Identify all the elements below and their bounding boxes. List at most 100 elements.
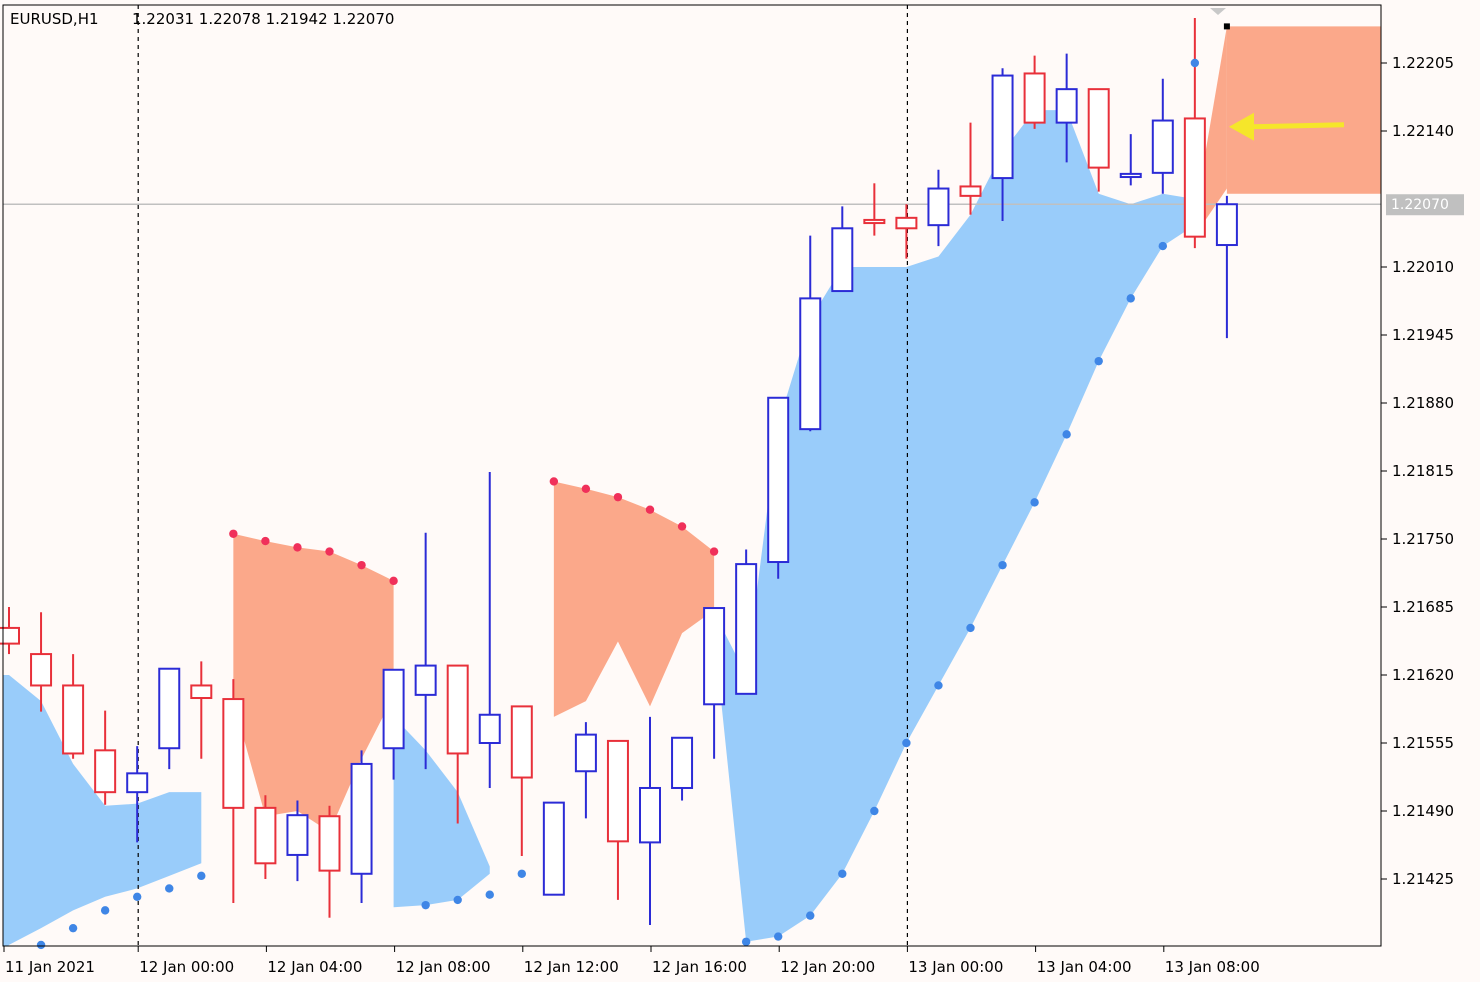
salmon-band-1 bbox=[553, 481, 715, 717]
blue-dot-12 bbox=[806, 911, 815, 920]
candle-body-35 bbox=[1119, 172, 1142, 179]
candle-body-19 bbox=[606, 739, 629, 843]
candle-body-11 bbox=[350, 762, 373, 875]
projection-box bbox=[1226, 26, 1381, 194]
candle-4 bbox=[126, 746, 149, 843]
candle-body-5 bbox=[158, 667, 181, 750]
candle-15 bbox=[478, 472, 501, 788]
candle-body-1 bbox=[30, 653, 53, 687]
candle-body-26 bbox=[831, 227, 854, 293]
x-tick-label-3: 12 Jan 08:00 bbox=[396, 958, 491, 976]
candle-33 bbox=[1055, 53, 1078, 163]
chart-ohlc: 1.22031 1.22078 1.21942 1.22070 bbox=[132, 10, 394, 28]
candle-body-32 bbox=[1023, 72, 1046, 124]
candle-16 bbox=[510, 705, 533, 856]
blue-band-edge bbox=[3, 675, 9, 946]
candle-18 bbox=[574, 722, 597, 819]
price-axis[interactable]: 1.22205 1.22140 1.22010 1.21945 1.21880 1.218… bbox=[1381, 54, 1464, 888]
blue-dot-17 bbox=[966, 623, 975, 633]
blue-dot-10 bbox=[741, 937, 751, 946]
y-tick-label-11: 1.21425 bbox=[1392, 870, 1454, 888]
blue-dot-20 bbox=[1062, 430, 1071, 439]
candle-17 bbox=[542, 801, 565, 896]
y-tick-label-0: 1.22205 bbox=[1392, 54, 1454, 72]
candle-35 bbox=[1119, 134, 1142, 186]
candle-body-8 bbox=[254, 806, 277, 865]
blue-dot-18 bbox=[998, 560, 1007, 570]
candles-layer bbox=[0, 18, 1238, 926]
candle-body-20 bbox=[639, 786, 661, 844]
candle-body-17 bbox=[542, 801, 565, 896]
blue-dot-5 bbox=[197, 871, 206, 881]
current-price-label-bg bbox=[1386, 194, 1464, 216]
candle-22 bbox=[703, 607, 726, 759]
candle-body-24 bbox=[767, 396, 790, 564]
candle-13 bbox=[414, 532, 437, 770]
blue-dot-7 bbox=[453, 895, 462, 905]
arrow-head bbox=[1229, 112, 1254, 141]
blue-dot-19 bbox=[1030, 498, 1039, 507]
blue-dot-2 bbox=[100, 906, 110, 915]
candle-14 bbox=[446, 664, 469, 824]
marker-square bbox=[1223, 23, 1230, 30]
current-price-label: 1.22070 bbox=[1391, 197, 1449, 213]
x-tick-label-4: 12 Jan 12:00 bbox=[524, 958, 619, 976]
blue-dot-22 bbox=[1126, 294, 1135, 303]
x-tick-label-9: 13 Jan 08:00 bbox=[1165, 958, 1260, 976]
candle-body-4 bbox=[126, 772, 149, 794]
blue-band-0 bbox=[9, 675, 202, 945]
candle-body-16 bbox=[510, 705, 533, 779]
candle-body-25 bbox=[799, 297, 822, 431]
candle-body-29 bbox=[927, 187, 950, 227]
blue-dot-4 bbox=[165, 884, 174, 893]
red-dot-3 bbox=[325, 547, 334, 556]
candle-body-12 bbox=[382, 668, 405, 750]
candle-body-15 bbox=[478, 713, 501, 744]
candle-32 bbox=[1023, 55, 1046, 129]
x-tick-label-5: 12 Jan 16:00 bbox=[652, 958, 747, 976]
candle-body-3 bbox=[94, 749, 117, 794]
time-axis[interactable]: 11 Jan 2021 12 Jan 00:00 12 Jan 04:00 12 Ja… bbox=[3, 946, 1260, 976]
candle-body-0 bbox=[0, 626, 20, 645]
y-tick-label-6: 1.21750 bbox=[1392, 530, 1454, 548]
candle-body-23 bbox=[735, 563, 758, 695]
red-dot-5 bbox=[389, 576, 398, 586]
candle-2 bbox=[62, 654, 85, 759]
candle-31 bbox=[991, 68, 1014, 221]
y-tick-label-8: 1.21620 bbox=[1392, 666, 1454, 684]
red-dot-4 bbox=[357, 560, 366, 570]
candle-19 bbox=[606, 739, 629, 900]
x-tick-label-1: 12 Jan 00:00 bbox=[139, 958, 234, 976]
blue-dot-13 bbox=[838, 869, 847, 878]
candle-11 bbox=[350, 750, 373, 904]
candle-26 bbox=[831, 206, 854, 293]
candle-body-36 bbox=[1151, 119, 1174, 174]
blue-dot-9 bbox=[517, 869, 526, 878]
blue-dot-8 bbox=[485, 890, 494, 899]
candle-body-21 bbox=[671, 736, 694, 789]
chart-symbol: EURUSD,H1 bbox=[10, 10, 99, 28]
candle-29 bbox=[927, 169, 950, 247]
y-tick-label-9: 1.21555 bbox=[1392, 734, 1454, 752]
red-dot-7 bbox=[581, 484, 591, 493]
dots-layer bbox=[36, 58, 1200, 950]
candle-8 bbox=[254, 795, 277, 879]
blue-band-1 bbox=[393, 716, 490, 908]
candle-body-13 bbox=[414, 664, 437, 696]
candle-0 bbox=[0, 607, 20, 655]
y-tick-label-1: 1.22140 bbox=[1392, 122, 1454, 140]
red-dot-6 bbox=[549, 477, 559, 486]
y-tick-label-10: 1.21490 bbox=[1392, 802, 1454, 820]
candle-5 bbox=[158, 667, 181, 770]
candle-12 bbox=[382, 668, 405, 780]
blue-dot-16 bbox=[934, 681, 943, 690]
blue-dot-3 bbox=[133, 892, 142, 901]
x-tick-label-0: 11 Jan 2021 bbox=[5, 958, 95, 976]
blue-dot-23 bbox=[1158, 241, 1168, 251]
blue-dot-21 bbox=[1094, 356, 1103, 366]
candle-34 bbox=[1087, 88, 1110, 192]
candle-body-31 bbox=[991, 74, 1014, 180]
candle-21 bbox=[671, 736, 694, 801]
y-tick-label-5: 1.21815 bbox=[1392, 462, 1454, 480]
